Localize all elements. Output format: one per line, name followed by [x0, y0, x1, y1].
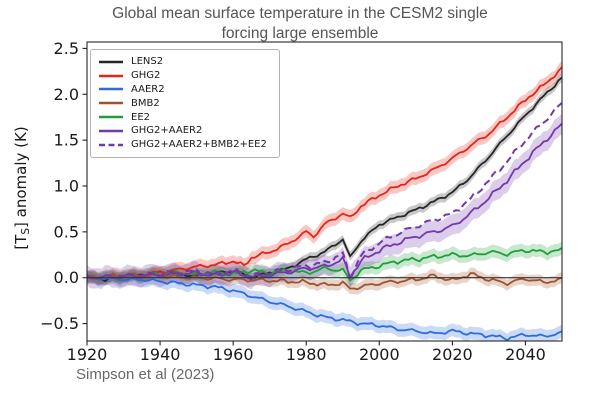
x-tick-label: 1960 — [213, 345, 254, 364]
line-AAER2 — [87, 276, 562, 341]
legend-label: EE2 — [131, 111, 150, 123]
legend-entry-BMB2: BMB2 — [99, 96, 267, 110]
band-AAER2 — [87, 270, 562, 341]
legend-label: GHG2 — [131, 70, 161, 82]
legend-label: GHG2+AAER2+BMB2+EE2 — [131, 139, 267, 151]
legend-label: BMB2 — [131, 97, 160, 109]
legend-entry-GHG2+AAER2+BMB2+EE2: GHG2+AAER2+BMB2+EE2 — [99, 138, 267, 152]
legend-entry-GHG2: GHG2 — [99, 69, 267, 83]
x-axis: 1920 1940 1960 1980 2000 2020 2040 — [67, 341, 546, 364]
y-tick-label: 2.5 — [54, 39, 79, 58]
y-axis: 2.5 2.0 1.5 1.0 0.5 0.0 −0.5 — [40, 39, 87, 333]
legend-entry-EE2: EE2 — [99, 110, 267, 124]
legend-swatch-icon — [99, 129, 123, 133]
y-tick-label: 0.5 — [54, 222, 79, 241]
legend-entry-LENS2: LENS2 — [99, 55, 267, 69]
x-tick-label: 1920 — [67, 345, 108, 364]
legend-swatch-icon — [99, 60, 123, 64]
chart-title-line2: forcing large ensemble — [221, 25, 379, 42]
line-GHG2+AAER2+BMB2+EE2 — [87, 102, 562, 283]
legend-entry-GHG2+AAER2: GHG2+AAER2 — [99, 124, 267, 138]
x-tick-label: 2020 — [432, 345, 473, 364]
chart-title: Global mean surface temperature in the C… — [0, 4, 600, 44]
y-tick-label: 2.0 — [54, 85, 79, 104]
y-tick-label: 1.0 — [54, 176, 79, 195]
line-GHG2+AAER2 — [87, 122, 562, 281]
line-GHG2 — [87, 66, 562, 280]
x-tick-label: 2040 — [505, 345, 546, 364]
legend-swatch-icon — [99, 143, 123, 146]
x-tick-label: 1980 — [286, 345, 327, 364]
legend-swatch-icon — [99, 88, 123, 91]
source-caption: Simpson et al (2023) — [76, 366, 215, 383]
axes-box — [86, 41, 563, 342]
x-tick-label: 1940 — [140, 345, 181, 364]
legend-label: LENS2 — [131, 56, 164, 68]
band-LENS2 — [87, 72, 562, 286]
band-GHG2+AAER2 — [87, 113, 562, 290]
y-tick-label: −0.5 — [40, 314, 79, 333]
y-tick-label: 1.5 — [54, 131, 79, 150]
legend-entry-AAER2: AAER2 — [99, 83, 267, 97]
legend-swatch-icon — [99, 101, 123, 105]
chart-title-line1: Global mean surface temperature in the C… — [112, 5, 488, 22]
y-tick-label: 0.0 — [54, 268, 79, 287]
legend-label: GHG2+AAER2 — [131, 125, 203, 137]
legend: LENS2 GHG2 AAER2 BMB2 EE2 GHG2+AAER2 GHG2+AAER… — [90, 49, 280, 158]
legend-swatch-icon — [99, 74, 123, 77]
legend-label: AAER2 — [131, 83, 165, 95]
x-tick-label: 2000 — [359, 345, 400, 364]
legend-swatch-icon — [99, 115, 123, 119]
